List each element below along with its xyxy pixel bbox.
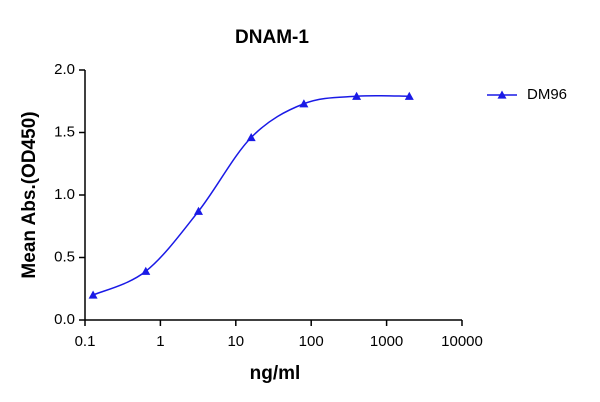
x-tick-label: 1 xyxy=(156,333,164,350)
y-tick-label: 1.5 xyxy=(54,123,75,140)
y-tick-label: 2.0 xyxy=(54,61,75,78)
y-tick-label: 1.0 xyxy=(54,186,75,203)
y-tick-label: 0.5 xyxy=(54,248,75,265)
data-point xyxy=(404,91,414,100)
legend-marker xyxy=(497,90,507,99)
data-point xyxy=(141,266,151,275)
data-point xyxy=(246,133,256,142)
legend-label: DM96 xyxy=(527,86,567,103)
x-tick-label: 100 xyxy=(299,333,324,350)
x-tick-label: 10000 xyxy=(441,333,483,350)
data-point xyxy=(88,290,98,299)
chart-title: DNAM-1 xyxy=(235,27,309,48)
fit-curve xyxy=(92,94,410,296)
x-tick-label: 0.1 xyxy=(75,333,96,350)
y-tick-label: 0.0 xyxy=(54,311,75,328)
x-tick-label: 1000 xyxy=(370,333,403,350)
x-axis-title: ng/ml xyxy=(250,363,301,384)
data-point xyxy=(352,91,362,100)
x-tick-label: 10 xyxy=(227,333,244,350)
y-axis-title: Mean Abs.(OD450) xyxy=(19,111,40,278)
data-point xyxy=(299,99,309,108)
data-point xyxy=(193,206,203,215)
